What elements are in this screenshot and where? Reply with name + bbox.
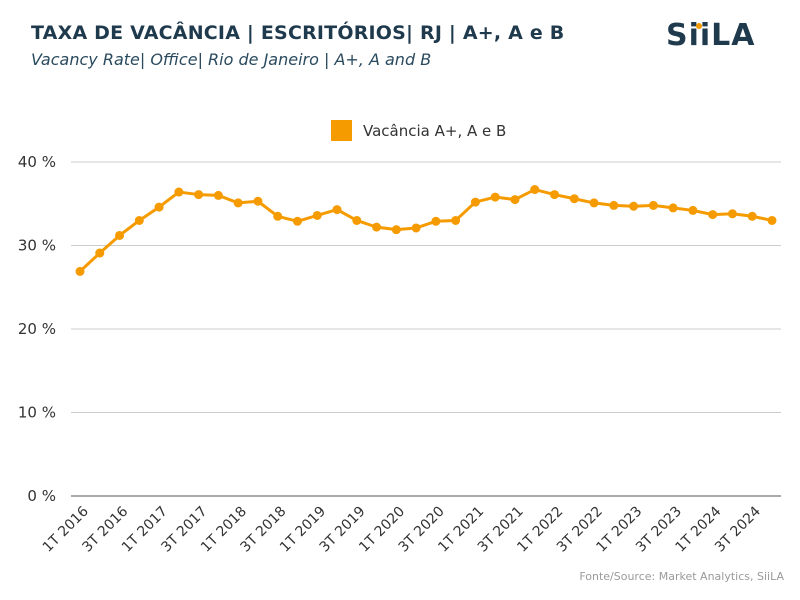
data-point xyxy=(451,215,461,225)
data-point xyxy=(688,205,698,215)
data-point xyxy=(629,201,639,211)
data-point xyxy=(708,210,718,220)
data-point xyxy=(490,192,500,202)
data-point xyxy=(411,223,421,233)
y-tick-label: 30 % xyxy=(18,237,56,255)
data-point xyxy=(510,195,520,205)
data-point xyxy=(154,202,164,212)
legend-label: Vacância A+, A e B xyxy=(363,122,506,140)
data-point xyxy=(569,194,579,204)
data-point xyxy=(431,216,441,226)
data-point xyxy=(174,187,184,197)
data-point xyxy=(589,198,599,208)
data-point xyxy=(609,200,619,210)
data-point xyxy=(134,215,144,225)
logo-accent-dot xyxy=(696,23,702,29)
data-point xyxy=(233,198,243,208)
data-point xyxy=(747,211,757,221)
data-point xyxy=(292,216,302,226)
data-point xyxy=(352,215,362,225)
data-point xyxy=(273,211,283,221)
data-point xyxy=(312,210,322,220)
y-tick-label: 40 % xyxy=(18,153,56,171)
data-point xyxy=(391,225,401,235)
data-point xyxy=(530,185,540,195)
y-tick-label: 0 % xyxy=(27,487,56,505)
y-tick-label: 20 % xyxy=(18,320,56,338)
siila-logo: SiiLA xyxy=(666,18,782,54)
data-point xyxy=(75,266,85,276)
data-point xyxy=(115,230,125,240)
y-tick-label: 10 % xyxy=(18,404,56,422)
data-point xyxy=(332,205,342,215)
legend-swatch xyxy=(331,120,352,141)
data-point xyxy=(194,190,204,200)
data-point xyxy=(253,196,263,206)
chart-subtitle: Vacancy Rate| Office| Rio de Janeiro | A… xyxy=(31,50,432,69)
data-point xyxy=(213,190,223,200)
chart-title: TAXA DE VACÂNCIA | ESCRITÓRIOS| RJ | A+,… xyxy=(31,22,565,44)
data-point xyxy=(648,200,658,210)
data-point xyxy=(372,222,382,232)
data-point xyxy=(95,248,105,258)
series-line xyxy=(78,188,774,273)
data-point xyxy=(767,215,777,225)
data-point xyxy=(470,197,480,207)
source-note: Fonte/Source: Market Analytics, SiiLA xyxy=(579,570,784,583)
data-point xyxy=(668,203,678,213)
data-point xyxy=(550,190,560,200)
logo-text: SiiLA xyxy=(666,18,756,53)
data-point xyxy=(727,209,737,219)
